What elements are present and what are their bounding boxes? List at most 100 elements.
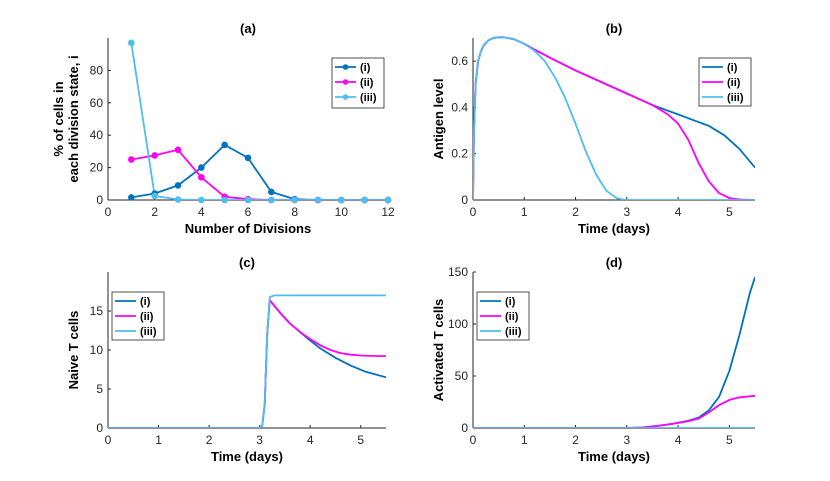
- legend-label: (i): [505, 296, 516, 308]
- legend: (i) (ii) (iii): [698, 57, 752, 107]
- legend-marker: [342, 94, 349, 100]
- legend-label: (i): [140, 296, 151, 308]
- data-point: [198, 174, 205, 181]
- legend-label: (ii): [505, 311, 519, 323]
- y-tick-label: 0.4: [451, 100, 468, 114]
- legend-label: (i): [360, 62, 371, 74]
- series-line-3: [130, 42, 388, 200]
- y-axis-label: Naive T cells: [66, 311, 81, 390]
- panel-c: 0 1 2 3 4 5 0 5 10 15 (c) Time (days) Naive T cells (…: [66, 255, 386, 464]
- legend: (i) (ii) (iii): [331, 57, 385, 109]
- data-point: [268, 196, 275, 204]
- y-tick-label: 10: [90, 343, 104, 357]
- panel-title: (a): [240, 21, 256, 36]
- data-point: [174, 146, 182, 154]
- x-tick-label: 4: [675, 433, 682, 447]
- legend-marker: [342, 79, 349, 85]
- x-axis-label: Time (days): [211, 449, 283, 464]
- x-tick-label: 1: [155, 433, 162, 447]
- data-point: [128, 156, 135, 163]
- x-tick-label: 1: [521, 205, 528, 219]
- legend-marker: [342, 64, 349, 70]
- y-tick-label: 0: [461, 421, 468, 435]
- y-axis-label: Activated T cells: [431, 299, 446, 402]
- y-tick-label: 5: [96, 382, 103, 396]
- data-point: [314, 196, 322, 204]
- y-tick-label: 0: [461, 193, 468, 207]
- x-tick-label: 2: [572, 205, 579, 219]
- panel-title: (b): [606, 21, 623, 36]
- series-group: [108, 294, 386, 428]
- y-tick-label: 15: [90, 304, 104, 318]
- x-tick-label: 6: [245, 205, 252, 219]
- x-axis-label: Time (days): [578, 449, 650, 464]
- data-point: [268, 188, 275, 196]
- data-point: [361, 196, 368, 204]
- series-line-3: [473, 36, 755, 200]
- y-tick-label: 0: [96, 421, 103, 435]
- x-tick-label: 5: [357, 433, 364, 447]
- legend-box: [698, 57, 752, 107]
- data-point: [244, 196, 252, 204]
- x-tick-label: 8: [291, 205, 298, 219]
- y-axis-label: % of cells in: [51, 81, 66, 156]
- x-tick-label: 0: [470, 205, 477, 219]
- legend-label: (ii): [140, 311, 154, 323]
- y-tick-label: 50: [455, 369, 469, 383]
- x-tick-label: 5: [726, 433, 733, 447]
- panel-b: 0 1 2 3 4 5 0 0.2 0.4 0.6 (b) Time (days) Antigen le…: [431, 21, 755, 236]
- x-tick-label: 1: [521, 433, 528, 447]
- series-group: [473, 36, 755, 200]
- y-tick-label: 0: [96, 193, 103, 207]
- x-tick-label: 3: [623, 205, 630, 219]
- data-point: [174, 182, 182, 189]
- panel-title: (c): [239, 255, 255, 270]
- x-axis-label: Time (days): [578, 221, 650, 236]
- series-line-2: [473, 394, 755, 428]
- data-point: [174, 196, 182, 203]
- x-tick-label: 4: [307, 433, 314, 447]
- panel-a: 0 2 4 6 8 10 12 0 20 40 60 80 (a) Number of Divisions…: [51, 21, 395, 236]
- y-tick-label: 0.2: [451, 147, 468, 161]
- data-point: [338, 196, 345, 204]
- series-group: [473, 276, 755, 428]
- data-point: [198, 164, 205, 171]
- legend-label: (iii): [727, 92, 744, 104]
- x-tick-label: 5: [726, 205, 733, 219]
- legend: (i) (ii) (iii): [111, 291, 165, 341]
- legend: (i) (ii) (iii): [476, 291, 530, 341]
- legend-label: (ii): [360, 77, 374, 89]
- x-tick-label: 0: [105, 433, 112, 447]
- data-point: [151, 152, 158, 159]
- data-point: [128, 194, 135, 201]
- x-tick-label: 10: [335, 205, 349, 219]
- data-point: [291, 196, 298, 204]
- x-tick-label: 2: [572, 433, 579, 447]
- y-tick-label: 60: [90, 96, 104, 110]
- x-tick-label: 3: [623, 433, 630, 447]
- y-axis-label: Antigen level: [431, 79, 446, 160]
- y-tick-label: 100: [448, 317, 468, 331]
- data-point: [128, 39, 135, 47]
- y-axis-label: each division state, i: [66, 55, 81, 182]
- series-line-3: [108, 294, 386, 428]
- x-tick-label: 4: [198, 205, 205, 219]
- legend-label: (iii): [140, 326, 157, 338]
- x-tick-label: 0: [105, 205, 112, 219]
- data-point: [244, 154, 252, 162]
- x-tick-label: 4: [675, 205, 682, 219]
- legend-label: (iii): [505, 326, 522, 338]
- y-tick-label: 80: [90, 63, 104, 77]
- series-line-1: [131, 143, 388, 200]
- data-point: [198, 196, 205, 204]
- legend-label: (iii): [360, 92, 377, 104]
- data-point: [151, 192, 158, 200]
- legend-label: (ii): [727, 77, 741, 89]
- legend-label: (i): [727, 62, 738, 74]
- data-point: [221, 141, 228, 149]
- x-tick-label: 2: [206, 433, 213, 447]
- panel-title: (d): [606, 255, 623, 270]
- data-point: [221, 196, 228, 204]
